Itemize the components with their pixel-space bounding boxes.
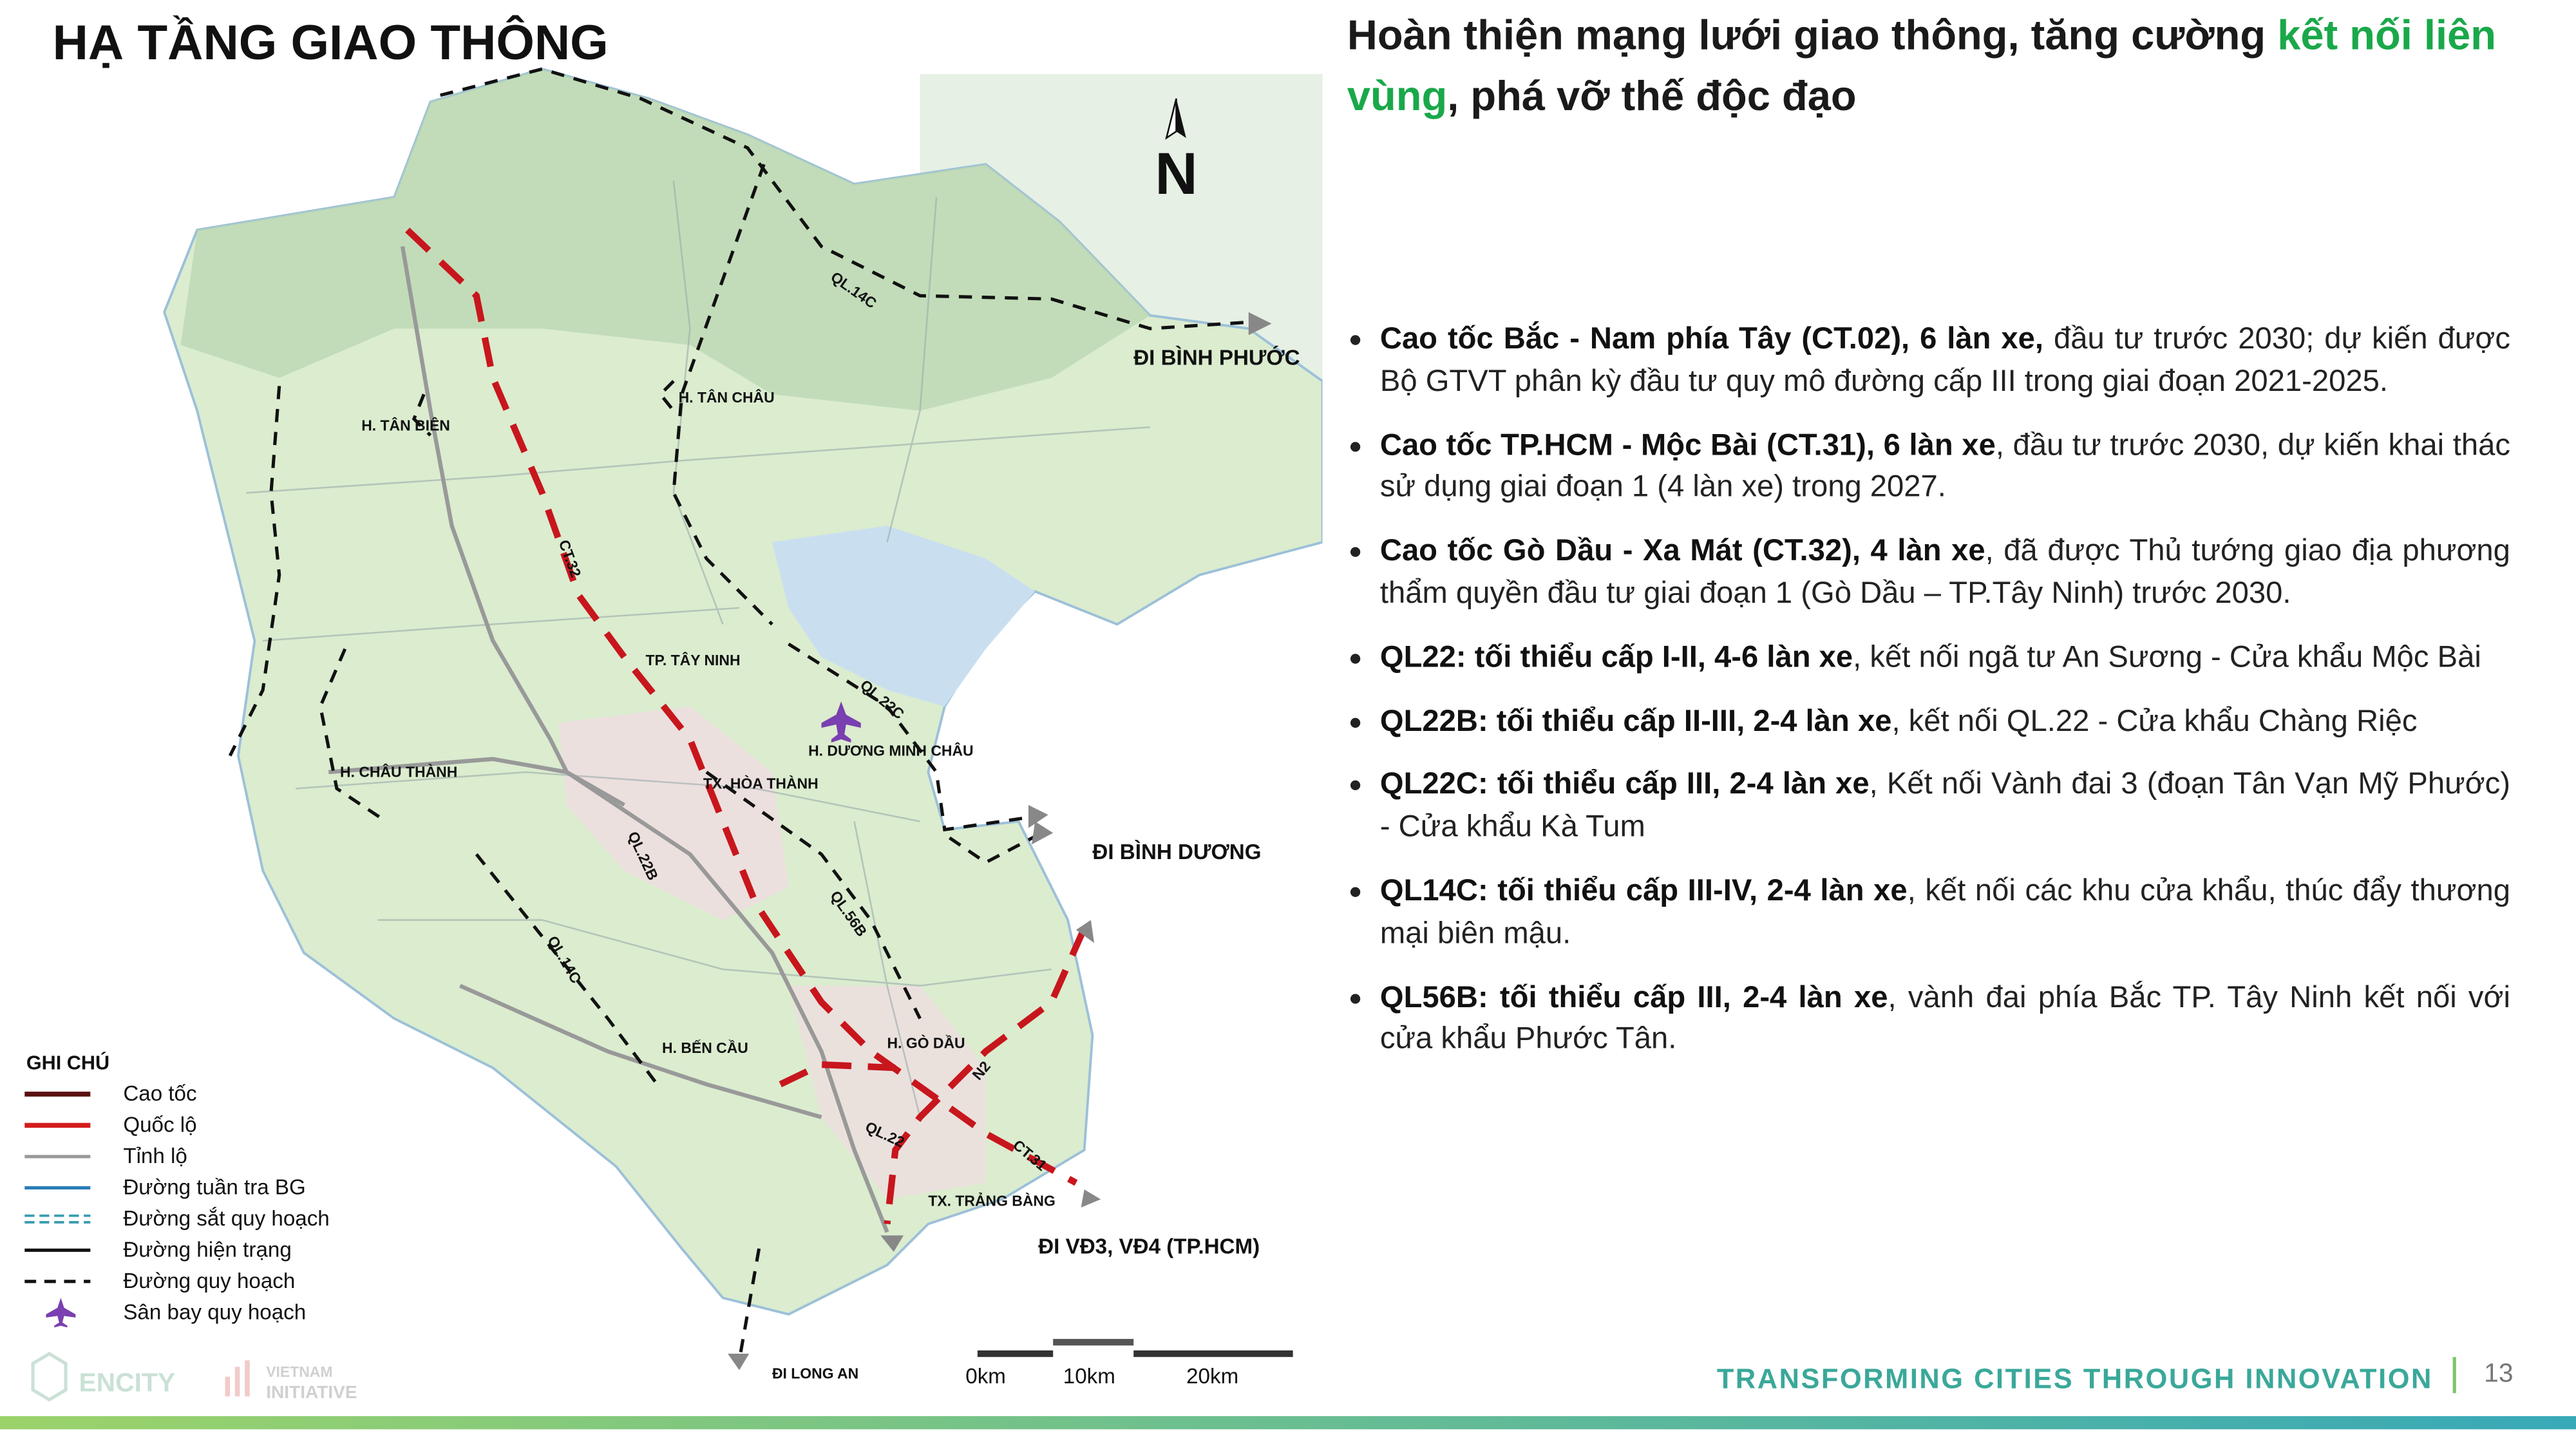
logos: ENCITY VIETNAM INITIATIVE [31,1352,357,1402]
north-arrow: N [1155,98,1198,207]
bullet-item: QL14C: tối thiểu cấp III-IV, 2-4 làn xe,… [1380,869,2510,954]
headline-text: , phá vỡ thế độc đạo [1447,73,1857,120]
bullet-item: QL56B: tối thiểu cấp III, 2-4 làn xe, và… [1380,975,2510,1060]
place-label: H. GÒ DẦU [887,1035,965,1052]
forest-area [180,69,1150,411]
page-number: 13 [2484,1360,2514,1388]
urban-area [788,985,986,1200]
bullet-item: Cao tốc Gò Dầu - Xa Mát (CT.32), 4 làn x… [1380,529,2510,614]
legend-label: Đường sắt quy hoạch [123,1206,329,1231]
place-label: H. CHÂU THÀNH [340,764,457,781]
bullet-item: Cao tốc TP.HCM - Mộc Bài (CT.31), 6 làn … [1380,423,2510,508]
place-label: H. TÂN BIÊN [361,417,450,433]
bullet-bold: Cao tốc TP.HCM - Mộc Bài (CT.31), 6 làn … [1379,426,1996,461]
headline-text: Hoàn thiện mạng lưới giao thông, tăng cư… [1347,13,2266,59]
bullet-text: đầu tư trước 2030; dự kiến được Bộ GTVT … [1379,320,2510,397]
bullet-bold: Cao tốc Bắc - Nam phía Tây (CT.02), 6 là… [1379,320,2044,355]
place-label: H. DƯƠNG MINH CHÂU [808,742,974,759]
bullet-bold: Cao tốc Gò Dầu - Xa Mát (CT.32), 4 làn x… [1379,533,1985,567]
bullet-text: , đầu tư trước 2030, dự kiến khai thác s… [1379,426,2510,504]
headline-highlight: kết nối liên vùng [1347,13,2496,120]
legend-label: Đường quy hoạch [123,1269,295,1293]
bullet-list: Cao tốc Bắc - Nam phía Tây (CT.02), 6 là… [1334,317,2510,1081]
bullet-bold: QL14C: tối thiểu cấp III-IV, 2-4 làn xe [1379,872,1908,907]
bullet-item: QL22: tối thiểu cấp I-II, 4-6 làn xe, kế… [1380,636,2510,678]
legend-label: Tỉnh lộ [123,1144,187,1168]
scale-label: 20km [1186,1365,1238,1388]
minor-roads [246,180,1150,1118]
airport-icon [821,701,861,743]
bullet-item: QL22C: tối thiểu cấp III, 2-4 làn xe, Kế… [1380,763,2510,848]
legend-label: Sân bay quy hoạch [123,1300,306,1324]
bullet-text: , Kết nối Vành đai 3 (đoạn Tân Vạn Mỹ Ph… [1379,766,2510,844]
urban-area [558,706,789,920]
legend-title: GHI CHÚ [26,1051,109,1074]
north-label: N [1155,141,1197,207]
direction-label: ĐI BÌNH DƯƠNG [1092,840,1261,864]
bullet-bold: QL22: tối thiểu cấp I-II, 4-6 làn xe [1379,638,1853,674]
highways [405,227,1088,1225]
logo-text: VIETNAM [266,1363,332,1380]
legend-label: Quốc lộ [123,1113,196,1137]
bullet-text: , kết nối các khu cửa khẩu, thúc đẩy thư… [1379,872,2510,949]
direction-arrows [728,312,1272,1370]
lake [772,526,1036,706]
bullet-text: , đã được Thủ tướng giao địa phương thẩm… [1379,533,2510,610]
legend-label: Đường tuần tra BG [123,1176,306,1200]
scale-segment [1053,1339,1134,1346]
bullet-bold: QL22B: tối thiểu cấp II-III, 2-4 làn xe [1379,702,1892,737]
direction-label: ĐI VĐ3, VĐ4 (TP.HCM) [1038,1235,1260,1258]
bullet-item: Cao tốc Bắc - Nam phía Tây (CT.02), 6 là… [1380,317,2510,402]
scale-segment [977,1350,1054,1358]
place-label: H. BẾN CẦU [662,1039,748,1056]
bullet-text: , kết nối ngã tư An Sương - Cửa khẩu Mộc… [1853,638,2481,674]
place-label: TX. TRẢNG BÀNG [928,1192,1056,1209]
legend-label: Đường hiện trạng [123,1238,291,1262]
legend-swatch [46,1298,76,1328]
headline: Hoàn thiện mạng lưới giao thông, tăng cư… [1347,6,2563,128]
bullet-item: QL22B: tối thiểu cấp II-III, 2-4 làn xe,… [1380,699,2510,742]
slide-title: HẠ TẦNG GIAO THÔNG [52,16,609,71]
bullet-text: , vành đai phía Bắc TP. Tây Ninh kết nối… [1379,978,2510,1056]
logo-text: INITIATIVE [266,1382,357,1402]
separator [2452,1357,2456,1394]
place-label: TP. TÂY NINH [646,652,741,668]
place-label: TX. HÒA THÀNH [703,775,819,791]
tagline: TRANSFORMING CITIES THROUGH INNOVATION [1716,1363,2433,1395]
logo-text: ENCITY [79,1368,175,1397]
scale-label: 10km [1063,1365,1115,1388]
legend-label: Cao tốc [123,1082,196,1106]
scale-label: 0km [965,1365,1006,1388]
direction-label: ĐI BÌNH PHƯỚC [1133,345,1300,370]
planned-roads [228,67,1253,1361]
provincial-roads [328,246,889,1233]
legend: GHI CHÚ Cao tốc Quốc lộ Tỉnh lộ Đường tu… [24,1051,330,1328]
scale-bar: 0km 10km 20km [965,1339,1293,1388]
bullet-bold: QL56B: tối thiểu cấp III, 2-4 làn xe [1379,978,1888,1013]
bullet-text: , kết nối QL.22 - Cửa khẩu Chàng Riệc [1891,702,2418,737]
scale-segment [1133,1350,1293,1358]
place-label: H. TÂN CHÂU [679,389,775,406]
map: N QL.14C ĐI BÌNH PHƯỚC H. TÂN CHÂU H. TÂ… [24,67,1323,1402]
bullet-bold: QL22C: tối thiểu cấp III, 2-4 làn xe [1379,766,1870,801]
footer-band [0,1416,2576,1430]
direction-label: ĐI LONG AN [772,1365,858,1381]
